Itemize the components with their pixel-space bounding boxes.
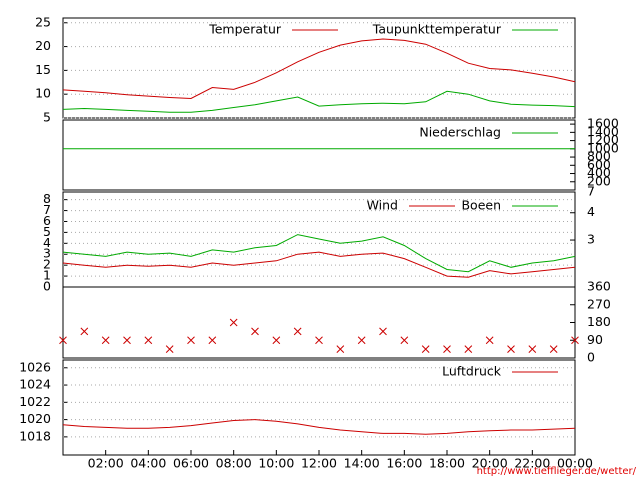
- y-tick-label: 3: [43, 246, 51, 261]
- x-tick-label: 08:00: [216, 456, 252, 471]
- data-point: [144, 336, 153, 345]
- footer-link: http://www.tiefflieger.de/wetter/: [477, 466, 637, 477]
- y-tick-label: 5: [43, 224, 51, 239]
- y2-tick-label: 4: [587, 204, 595, 219]
- y-tick-label: 6: [43, 213, 51, 228]
- data-point: [485, 336, 494, 345]
- y-tick-label: 5: [43, 110, 51, 125]
- data-point: [400, 336, 409, 345]
- data-point: [293, 327, 302, 336]
- data-line: [62, 234, 576, 273]
- x-tick-label: 06:00: [173, 456, 209, 471]
- legend-label: Taupunkttemperatur: [372, 22, 502, 37]
- data-line: [62, 419, 576, 435]
- y-tick-label: 10: [35, 86, 51, 101]
- data-point: [549, 345, 558, 353]
- y2-tick-label: 400: [587, 165, 611, 180]
- data-point: [251, 327, 259, 336]
- x-tick-label: 20:00: [472, 456, 508, 471]
- x-tick-label: 16:00: [386, 456, 422, 471]
- y-tick-label: 4: [43, 235, 51, 250]
- y2-tick-label: 200: [587, 173, 611, 188]
- y-tick-label: 1018: [19, 428, 51, 443]
- y-tick-label: 0: [43, 279, 51, 294]
- legend-label: Luftdruck: [442, 364, 502, 379]
- data-line: [62, 38, 576, 100]
- y2-tick-label: 180: [587, 314, 611, 329]
- y2-tick-label: 1600: [587, 116, 619, 131]
- x-tick-label: 04:00: [130, 456, 166, 471]
- data-point: [272, 336, 281, 345]
- y-tick-label: 1024: [19, 377, 51, 392]
- y-tick-label: 1022: [19, 394, 51, 409]
- x-tick-label: 14:00: [344, 456, 380, 471]
- data-point: [80, 327, 89, 336]
- y2-tick-label: 800: [587, 149, 611, 164]
- data-point: [571, 336, 579, 345]
- y-tick-label: 2: [43, 257, 51, 272]
- x-tick-label: 18:00: [429, 456, 465, 471]
- data-point: [101, 336, 110, 345]
- legend-label: Wind: [367, 198, 398, 213]
- data-point: [208, 336, 217, 345]
- y2-tick-label: 360: [587, 279, 611, 294]
- data-point: [443, 345, 451, 353]
- data-point: [379, 327, 387, 336]
- panel-frame: [62, 119, 576, 191]
- x-tick-label: 00:00: [557, 456, 593, 471]
- y2-tick-label: 0: [587, 350, 595, 365]
- x-tick-label: 10:00: [258, 456, 294, 471]
- y2-tick-label: 1400: [587, 124, 619, 139]
- y-tick-label: 7: [43, 202, 51, 217]
- data-line: [62, 251, 576, 278]
- y-tick-label: 15: [35, 62, 51, 77]
- x-tick-label: 12:00: [301, 456, 337, 471]
- data-point: [507, 345, 515, 353]
- data-point: [187, 336, 195, 345]
- y-tick-label: 25: [35, 14, 51, 29]
- y2-tick-label: 7: [587, 184, 595, 199]
- y2-tick-label: 3: [587, 232, 595, 247]
- data-point: [421, 345, 430, 353]
- data-point: [336, 345, 345, 353]
- y2-tick-label: 90: [587, 332, 603, 347]
- y2-tick-label: 600: [587, 157, 611, 172]
- y-tick-label: 1020: [19, 411, 51, 426]
- data-point: [315, 336, 323, 345]
- panel-frame: [62, 286, 576, 359]
- y-tick-label: 20: [35, 38, 51, 53]
- y2-tick-label: 1200: [587, 132, 619, 147]
- data-point: [123, 336, 131, 345]
- y-tick-label: 1: [43, 268, 51, 283]
- x-tick-label: 02:00: [88, 456, 124, 471]
- y-tick-label: 8: [43, 191, 51, 206]
- data-point: [59, 336, 67, 345]
- data-point: [229, 318, 238, 327]
- data-point: [464, 345, 473, 353]
- y-tick-label: 1026: [19, 359, 51, 374]
- y2-tick-label: 270: [587, 296, 611, 311]
- legend-label: Temperatur: [208, 22, 282, 37]
- data-point: [357, 336, 366, 345]
- data-point: [165, 345, 174, 353]
- legend-label: Niederschlag: [419, 125, 501, 140]
- data-line: [62, 90, 576, 113]
- legend-label: Boeen: [461, 198, 501, 213]
- x-tick-label: 22:00: [514, 456, 550, 471]
- data-point: [528, 345, 537, 353]
- y2-tick-label: 1000: [587, 140, 619, 155]
